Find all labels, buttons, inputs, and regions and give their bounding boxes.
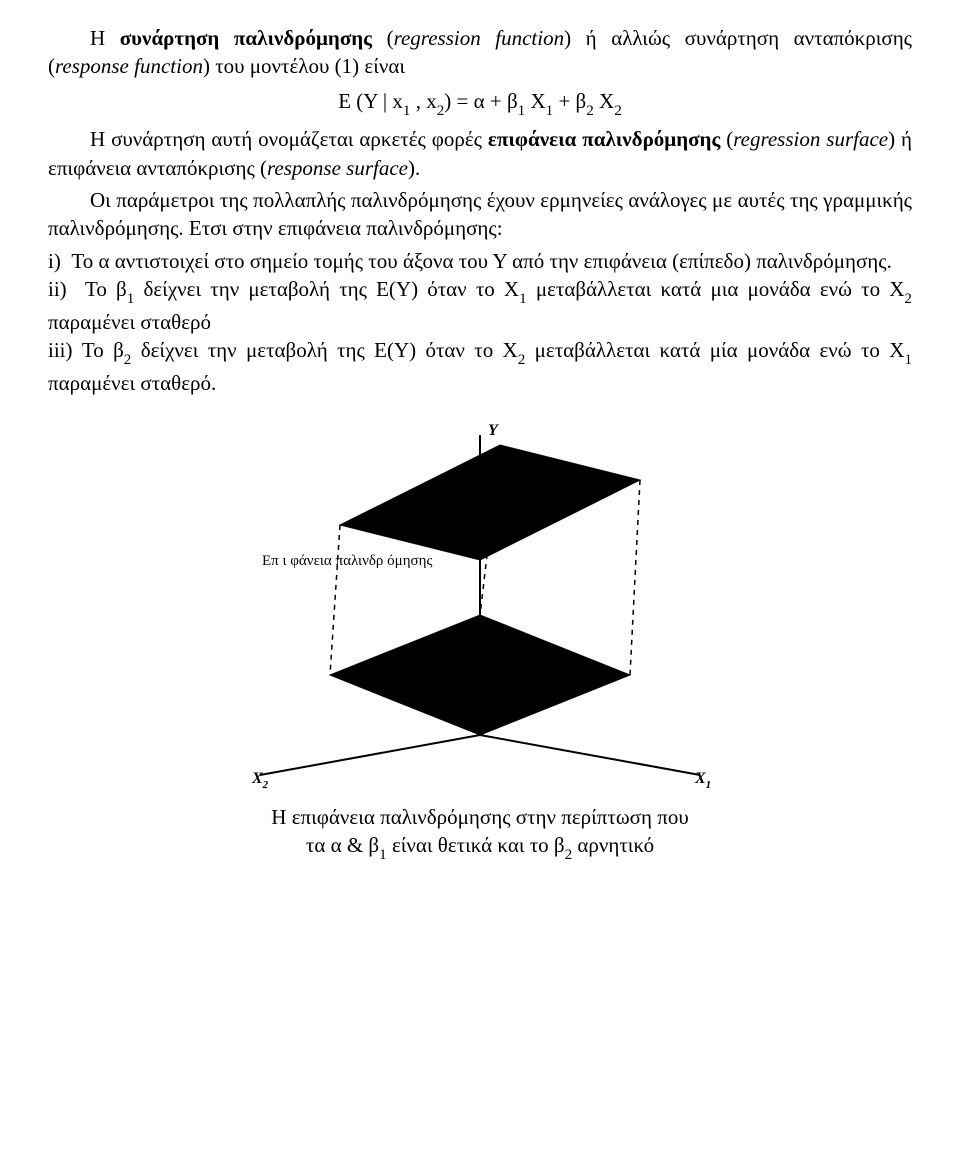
text: ( [720,127,733,151]
text: Το α αντιστοιχεί στο σημείο τομής του άξ… [71,249,892,273]
subscript: 1 [904,352,912,368]
list-item-alpha: i) Το α αντιστοιχεί στο σημείο τομής του… [48,247,912,275]
text: δείχνει την μεταβολή της Ε(Υ) όταν το Χ [131,338,517,362]
regression-surface-figure: Y α Επ ι φάνεια παλινδρ όμησης X1 X2 [48,415,912,795]
list-label: i) [48,249,61,273]
text: X [594,89,614,113]
subscript: 2 [614,103,622,119]
text: + β [553,89,586,113]
text: Η [90,26,120,50]
para-regression-function-intro: Η συνάρτηση παλινδρόμησης (regression fu… [48,24,912,81]
text: είναι θετικά και το β [387,833,565,857]
subscript: 2 [124,352,132,368]
term-response-surface-italic: response surface [267,156,408,180]
interpretation-list: i) Το α αντιστοιχεί στο σημείο τομής του… [48,247,912,397]
axis-label-x1: X1 [694,770,711,791]
text: δείχνει την μεταβολή της Ε(Υ) όταν το Χ [134,277,519,301]
subscript: 2 [565,847,573,863]
text: αρνητικό [572,833,654,857]
drop-line [330,525,340,675]
subscript: 2 [518,352,526,368]
term-regression-surface-bold: επιφάνεια παλινδρόμησης [488,127,720,151]
text: Το β [82,338,124,362]
subscript: 1 [127,291,135,307]
text: ) του μοντέλου (1) είναι [203,54,405,78]
text: X [525,89,545,113]
text: μεταβάλλεται κατά μια μονάδα ενώ το Χ [527,277,905,301]
text: Η συνάρτηση αυτή ονομάζεται αρκετές φορέ… [90,127,488,151]
subscript: 2 [904,291,912,307]
regression-surface-svg: Y α Επ ι φάνεια παλινδρ όμησης X1 X2 [200,415,760,795]
list-label: iii) [48,338,73,362]
drop-line [630,480,640,675]
text: ) = α + β [444,89,517,113]
para-regression-surface-intro: Η συνάρτηση αυτή ονομάζεται αρκετές φορέ… [48,125,912,182]
term-response-function-italic: response function [55,54,203,78]
text: παραμένει σταθερό. [48,371,216,395]
subscript: 1 [519,291,527,307]
text: ( [372,26,394,50]
text: ). [408,156,420,180]
term-regression-function-italic: regression function [394,26,565,50]
term-regression-function-bold: συνάρτηση παλινδρόμησης [120,26,372,50]
list-label: ii) [48,277,67,301]
para-parameters-intro: Οι παράμετροι της πολλαπλής παλινδρόμηση… [48,186,912,243]
subscript: 1 [403,103,411,119]
text: παραμένει σταθερό [48,310,211,334]
subscript: 1 [518,103,526,119]
text: μεταβάλλεται κατά μία μονάδα ενώ το Χ [525,338,904,362]
subscript: 2 [437,103,445,119]
equation-expected-value: E (Y | x1 , x2) = α + β1 X1 + β2 X2 [48,87,912,120]
text: Το β [85,277,127,301]
term-regression-surface-italic: regression surface [733,127,888,151]
regression-surface-shape [340,445,640,560]
x1-axis-line [480,735,700,775]
axis-label-y: Y [488,422,499,439]
alpha-label: α [460,534,470,554]
figure-caption: Η επιφάνεια παλινδρόμησης στην περίπτωση… [48,803,912,864]
subscript: 1 [379,847,387,863]
surface-label: Επ ι φάνεια παλινδρ όμησης [262,553,432,569]
text: , x [410,89,436,113]
text: Η επιφάνεια παλινδρόμησης στην περίπτωση… [271,805,688,829]
subscript: 1 [546,103,554,119]
subscript: 2 [586,103,594,119]
list-item-beta2: iii) Το β2 δείχνει την μεταβολή της Ε(Υ)… [48,336,912,397]
text: Οι παράμετροι της πολλαπλής παλινδρόμηση… [48,188,912,240]
list-item-beta1: ii) Το β1 δείχνει την μεταβολή της Ε(Υ) … [48,275,912,336]
text: τα α & β [306,833,379,857]
text: E (Y | x [338,89,403,113]
x2-axis-line [260,735,480,775]
